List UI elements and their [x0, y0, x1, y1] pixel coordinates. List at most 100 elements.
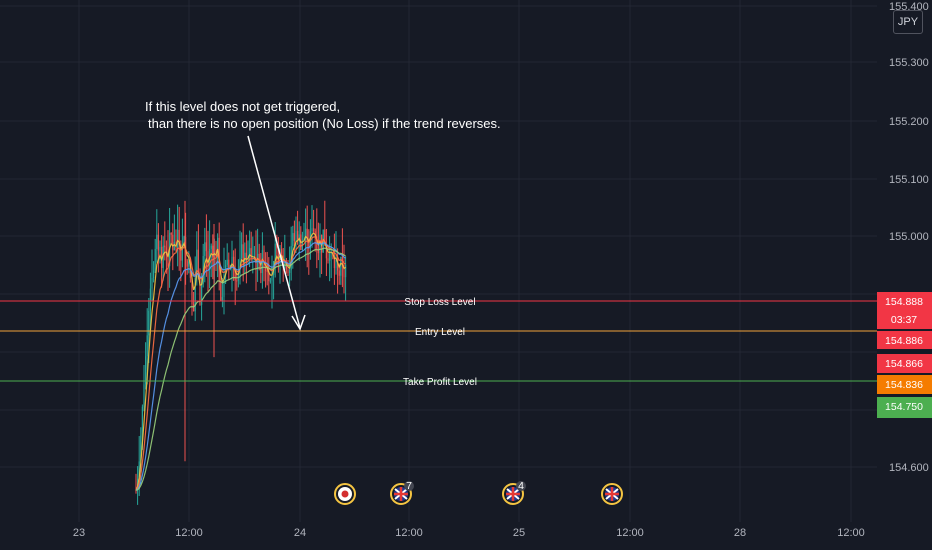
time-tick-label: 12:00 — [837, 527, 865, 539]
candle-body — [297, 230, 299, 239]
candle-body — [327, 258, 329, 261]
candle-body — [217, 237, 219, 258]
candle-body — [197, 249, 199, 278]
candle-body — [223, 274, 225, 298]
candles — [135, 200, 347, 505]
candle-body — [271, 274, 273, 281]
candle-body — [151, 277, 153, 289]
candle-body — [191, 277, 193, 305]
candle-body — [148, 310, 150, 336]
candle-body — [167, 252, 169, 267]
annotation-arrow — [247, 135, 301, 329]
candle-body — [345, 264, 347, 278]
candle-body — [268, 271, 270, 282]
candle-body — [241, 244, 243, 259]
candle-body — [193, 304, 195, 312]
jp-flag-icon[interactable] — [334, 483, 356, 505]
candle-body — [306, 228, 308, 241]
level-label: Stop Loss Level — [404, 297, 475, 308]
event-count-badge — [404, 481, 414, 491]
time-tick-label: 12:00 — [395, 527, 423, 539]
ma-line — [135, 247, 346, 491]
candle-body — [159, 247, 161, 251]
price-tick-label: 154.600 — [889, 462, 929, 474]
candle-body — [258, 253, 260, 264]
candle-body — [201, 283, 203, 305]
price-tag — [877, 375, 932, 394]
candle-body — [274, 243, 276, 261]
uk-flag-icon[interactable]: 7 — [390, 480, 414, 505]
candle-body — [186, 260, 188, 267]
candle-body — [207, 251, 209, 270]
currency-badge[interactable]: JPY — [893, 10, 923, 34]
candle-body — [135, 490, 137, 492]
candle-body — [138, 461, 140, 479]
uk-flag-icon[interactable] — [601, 483, 623, 505]
candle-body — [329, 252, 331, 261]
level-lines: Stop Loss Level Entry Level Take Profit Le… — [0, 297, 877, 388]
candle-body — [335, 256, 337, 269]
time-axis: 23 12:00 24 12:00 25 12:00 28 12:00 — [73, 527, 865, 539]
annotation-line: If this level does not get triggered, — [145, 99, 340, 114]
price-tick-label: 155.100 — [889, 174, 929, 186]
candle-body — [343, 265, 345, 278]
price-tag — [877, 397, 932, 418]
candle-body — [165, 247, 167, 253]
candle-body — [188, 261, 190, 267]
annotation: If this level does not get triggered, tha… — [145, 99, 501, 331]
time-tick-label: 23 — [73, 527, 85, 539]
price-tag-value: 154.866 — [885, 358, 923, 370]
level-label: Take Profit Level — [403, 377, 477, 388]
candle-body — [305, 228, 307, 239]
candle-body — [325, 245, 327, 259]
candle-body — [255, 257, 257, 270]
candle-body — [146, 335, 148, 357]
candle-body — [204, 242, 206, 257]
candle-body — [231, 256, 233, 266]
candle-body — [234, 269, 236, 281]
event-count-badge — [516, 481, 526, 491]
candle-body — [266, 271, 268, 273]
uk-flag-icon[interactable]: 4 — [502, 480, 526, 505]
candle-body — [172, 234, 174, 251]
candle-body — [145, 356, 147, 385]
candle-body — [196, 249, 198, 278]
annotation-arrowhead — [291, 314, 306, 331]
candle-body — [154, 249, 156, 271]
candle-body — [221, 297, 223, 301]
moving-averages — [135, 232, 346, 491]
candle-body — [226, 259, 228, 266]
candle-body — [143, 384, 145, 407]
candle-body — [183, 236, 185, 244]
annotation-line: than there is no open position (No Loss)… — [148, 116, 501, 131]
candle-body — [181, 243, 183, 261]
candle-body — [170, 232, 172, 235]
candle-body — [228, 259, 230, 269]
time-tick-label: 28 — [734, 527, 746, 539]
candle-body — [194, 277, 196, 312]
ma-line — [135, 232, 346, 491]
price-tag — [877, 354, 932, 373]
candle-body — [313, 228, 315, 232]
candle-body — [338, 270, 340, 276]
event-count-text: 7 — [406, 480, 412, 492]
candle-body — [173, 242, 175, 251]
price-axis: 155.400155.300155.200155.100155.000154.6… — [889, 1, 929, 474]
candle-body — [141, 406, 143, 436]
candle-body — [308, 240, 310, 249]
candle-body — [281, 249, 283, 256]
candle-body — [289, 270, 291, 274]
candle-body — [149, 288, 151, 311]
candle-body — [236, 280, 238, 282]
candle-body — [178, 229, 180, 245]
candle-body — [202, 256, 204, 284]
price-tag-value: 154.836 — [885, 379, 923, 391]
price-scale[interactable] — [877, 0, 932, 550]
price-tick-label: 155.200 — [889, 116, 929, 128]
candle-body — [293, 233, 295, 241]
candle-body — [324, 229, 326, 246]
candle-body — [292, 233, 294, 247]
